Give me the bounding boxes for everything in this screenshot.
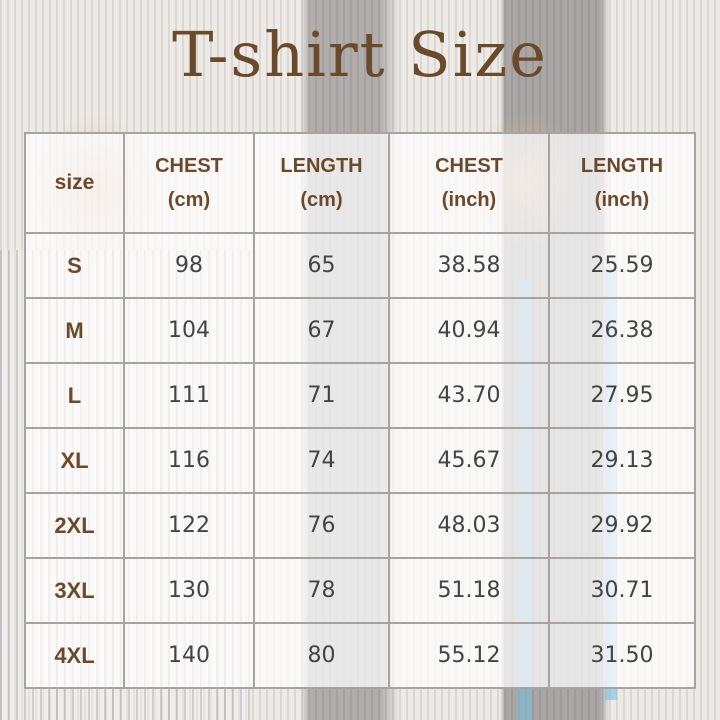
cell-length-cm: 78 [253, 557, 390, 624]
page-title: T-shirt Size [172, 18, 548, 91]
cell-chest-cm: 130 [123, 557, 255, 624]
header-unit: (inch) [594, 189, 650, 211]
table-row: M 104 67 40.94 26.38 [24, 297, 696, 364]
header-length-inch: LENGTH (inch) [548, 132, 696, 234]
header-label: CHEST [435, 155, 503, 177]
header-chest-cm: CHEST (cm) [123, 132, 255, 234]
table-row: 2XL 122 76 48.03 29.92 [24, 492, 696, 559]
cell-chest-inch: 48.03 [388, 492, 550, 559]
cell-chest-inch: 51.18 [388, 557, 550, 624]
cell-length-inch: 25.59 [548, 232, 696, 299]
cell-length-cm: 76 [253, 492, 390, 559]
cell-size: S [24, 232, 125, 299]
cell-chest-inch: 38.58 [388, 232, 550, 299]
table-header-row: size CHEST (cm) LENGTH (cm) CHEST (inch) LE… [24, 132, 696, 234]
cell-length-inch: 30.71 [548, 557, 696, 624]
size-table: size CHEST (cm) LENGTH (cm) CHEST (inch) LE… [24, 132, 696, 689]
cell-length-cm: 71 [253, 362, 390, 429]
table-row: XL 116 74 45.67 29.13 [24, 427, 696, 494]
cell-size: 4XL [24, 622, 125, 689]
cell-chest-cm: 98 [123, 232, 255, 299]
header-unit: (inch) [441, 189, 497, 211]
cell-chest-cm: 140 [123, 622, 255, 689]
header-unit: (cm) [167, 189, 211, 211]
header-length-cm: LENGTH (cm) [253, 132, 390, 234]
cell-chest-inch: 55.12 [388, 622, 550, 689]
cell-chest-cm: 116 [123, 427, 255, 494]
cell-size: 2XL [24, 492, 125, 559]
cell-size: 3XL [24, 557, 125, 624]
cell-chest-cm: 111 [123, 362, 255, 429]
cell-length-inch: 29.13 [548, 427, 696, 494]
cell-length-inch: 29.92 [548, 492, 696, 559]
cell-length-inch: 27.95 [548, 362, 696, 429]
cell-length-inch: 26.38 [548, 297, 696, 364]
header-label: LENGTH [280, 155, 363, 177]
cell-size: XL [24, 427, 125, 494]
table-row: L 111 71 43.70 27.95 [24, 362, 696, 429]
cell-length-cm: 67 [253, 297, 390, 364]
cell-chest-cm: 104 [123, 297, 255, 364]
cell-chest-cm: 122 [123, 492, 255, 559]
cell-chest-inch: 40.94 [388, 297, 550, 364]
cell-length-inch: 31.50 [548, 622, 696, 689]
header-label: LENGTH [580, 155, 664, 177]
cell-chest-inch: 45.67 [388, 427, 550, 494]
cell-length-cm: 74 [253, 427, 390, 494]
header-unit: (cm) [300, 189, 343, 211]
header-size: size [24, 132, 125, 234]
table-row: 3XL 130 78 51.18 30.71 [24, 557, 696, 624]
header-label: CHEST [155, 155, 223, 177]
header-label: size [54, 171, 95, 194]
header-chest-inch: CHEST (inch) [388, 132, 550, 234]
cell-size: L [24, 362, 125, 429]
table-row: 4XL 140 80 55.12 31.50 [24, 622, 696, 689]
cell-size: M [24, 297, 125, 364]
cell-length-cm: 65 [253, 232, 390, 299]
cell-length-cm: 80 [253, 622, 390, 689]
table-row: S 98 65 38.58 25.59 [24, 232, 696, 299]
cell-chest-inch: 43.70 [388, 362, 550, 429]
